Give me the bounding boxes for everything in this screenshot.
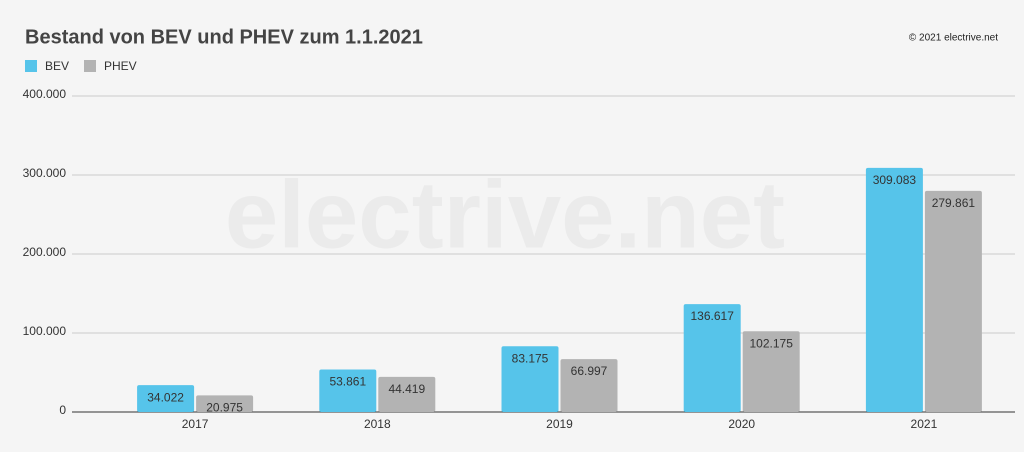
chart-title: Bestand von BEV und PHEV zum 1.1.2021 [25,26,423,48]
y-tick-label: 200.000 [23,245,67,259]
x-tick-label: 2019 [546,417,573,431]
bar [137,385,195,412]
value-label: 279.861 [932,196,976,210]
bar [742,331,800,412]
bar [865,167,923,412]
y-tick-label: 300.000 [23,166,67,180]
bar [378,376,436,412]
bar [501,346,559,412]
bar [924,190,982,412]
bar [319,369,377,412]
bar [683,304,741,412]
value-label: 44.419 [388,382,425,396]
legend-label: PHEV [104,59,137,73]
value-label: 66.997 [571,364,608,378]
value-label: 102.175 [750,336,794,350]
y-tick-label: 400.000 [23,87,67,101]
value-label: 20.975 [206,401,243,415]
watermark: electrive.net [225,161,785,268]
legend-label: BEV [45,59,69,73]
value-label: 309.083 [873,173,917,187]
bar [560,359,618,412]
x-tick-label: 2021 [911,417,938,431]
y-tick-label: 0 [59,403,66,417]
bar [196,395,254,412]
x-tick-label: 2018 [364,417,391,431]
source: © 2021 electrive.net [909,33,998,44]
value-label: 53.861 [329,375,366,389]
value-label: 34.022 [147,390,184,404]
x-tick-label: 2017 [182,417,209,431]
legend-swatch [25,60,37,72]
value-label: 136.617 [691,309,735,323]
value-label: 83.175 [512,351,549,365]
y-tick-label: 100.000 [23,324,67,338]
x-tick-label: 2020 [728,417,755,431]
legend-swatch [84,60,96,72]
